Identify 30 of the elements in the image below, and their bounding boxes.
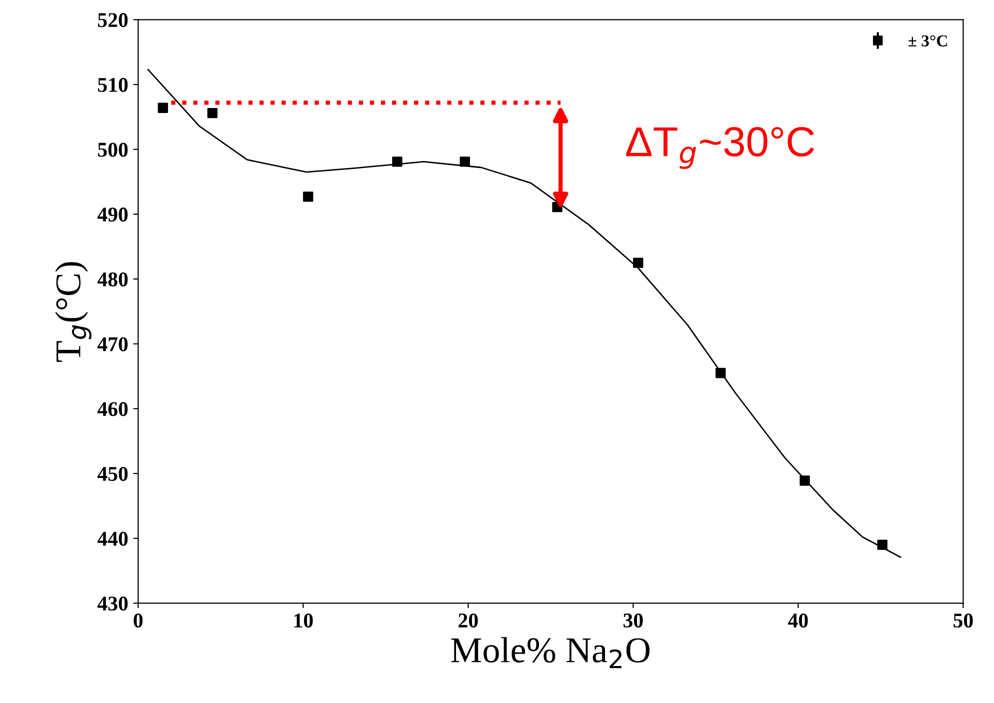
point [633, 258, 644, 268]
annotation: ΔT$_{g}$~30°C [626, 127, 814, 170]
y-tick-label: 470 [97, 337, 128, 352]
point [716, 368, 726, 378]
point [800, 476, 810, 486]
x-axis-title: Mole% Na$_{2}$O [451, 637, 650, 668]
y-tick-label: 520 [98, 13, 128, 28]
x-tick-label: 0 [134, 614, 143, 628]
x-tick-label: 30 [624, 614, 643, 628]
x-tick-label: 40 [788, 614, 808, 628]
point [460, 156, 470, 167]
x-tick-label: 20 [458, 614, 478, 628]
y-tick-label: 440 [97, 532, 128, 546]
x-tick-label: 50 [954, 614, 973, 628]
y-tick-label: 490 [97, 208, 128, 222]
y-tick-label: 510 [98, 78, 128, 92]
point [392, 156, 402, 167]
y-tick-label: 430 [97, 596, 128, 611]
y-axis-title: T$_{g}$(°C) [55, 262, 92, 362]
point [877, 540, 888, 550]
y-tick-label: 500 [98, 142, 128, 157]
line-series [147, 68, 902, 558]
y-tick-label: 450 [97, 466, 128, 481]
y-tick-label: 460 [97, 402, 128, 416]
point [207, 108, 218, 118]
legend-label: ± 3°C [908, 35, 947, 47]
x-tick-label: 10 [294, 614, 313, 628]
point [158, 102, 168, 113]
y-tick-label: 480 [97, 272, 128, 286]
point [303, 192, 314, 202]
